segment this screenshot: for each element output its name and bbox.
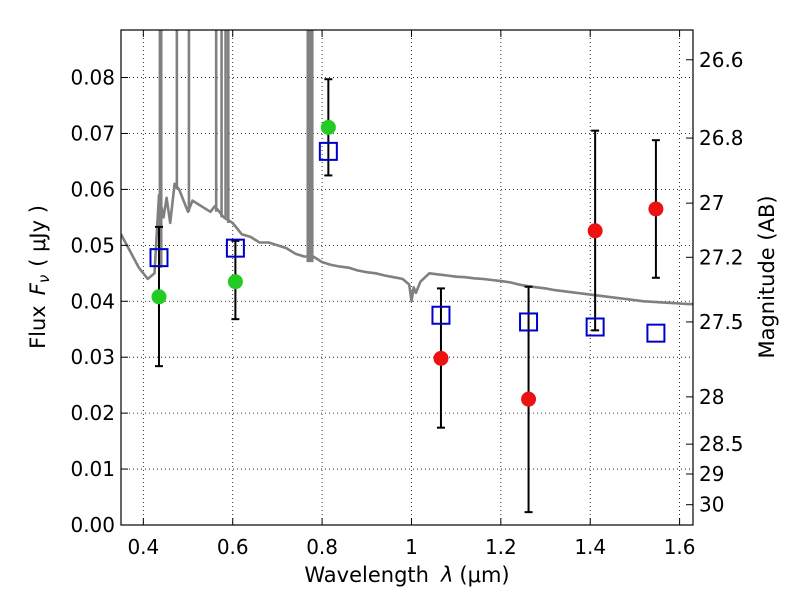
model-point xyxy=(225,238,245,258)
y-tick-label: 0.04 xyxy=(70,289,115,313)
y-tick-label: 0.07 xyxy=(70,121,115,145)
x-tick-label: 1.2 xyxy=(485,535,517,559)
y2-axis-ticks: 26.6 26.8 27 27.2 27.5 28 28.5 29 30 xyxy=(686,48,744,517)
x-tick-label: 1.4 xyxy=(574,535,606,559)
y-tick-label: 0.03 xyxy=(70,345,115,369)
model-point xyxy=(585,317,605,337)
plot-background xyxy=(121,30,693,525)
y-tick-label: 0.05 xyxy=(70,233,115,257)
y-axis-title-subscript: ν xyxy=(35,275,53,283)
observed-point xyxy=(648,201,664,217)
model-point xyxy=(646,323,666,343)
model-point xyxy=(519,312,539,332)
y-axis-title-symbol: F xyxy=(26,282,50,295)
observed-point xyxy=(227,274,243,290)
y-tick-label: 0.02 xyxy=(70,401,115,425)
y2-tick-label: 26.6 xyxy=(699,48,744,72)
x-tick-label: 0.8 xyxy=(306,535,338,559)
x-axis-title-symbol: λ xyxy=(440,563,453,587)
y-axis-title-prefix: Flux xyxy=(26,305,50,349)
x-axis-ticks: 0.4 0.6 0.8 1 1.2 1.4 1.6 xyxy=(127,30,696,559)
x-axis-title-units: (μm) xyxy=(459,563,509,587)
y-tick-label: 0.06 xyxy=(70,177,115,201)
observed-point xyxy=(151,289,167,305)
y-axis-ticks: 0.00 0.01 0.02 0.03 0.04 0.05 0.06 0.07 0.08 xyxy=(70,66,128,537)
y-axis-title-units: ( μJy ) xyxy=(26,205,50,267)
model-point xyxy=(318,141,338,161)
y2-tick-label: 30 xyxy=(699,493,724,517)
observed-point xyxy=(521,391,537,407)
y-axis-title: Flux Fν ( μJy ) xyxy=(26,205,53,349)
x-axis-title: Wavelength λ (μm) xyxy=(304,563,509,587)
x-tick-label: 0.4 xyxy=(127,535,159,559)
model-point xyxy=(149,248,169,268)
y2-tick-label: 27.5 xyxy=(699,310,744,334)
y-tick-label: 0.08 xyxy=(70,66,115,90)
y2-tick-label: 29 xyxy=(699,462,724,486)
y2-tick-label: 27.2 xyxy=(699,245,744,269)
y-tick-label: 0.00 xyxy=(70,513,115,537)
model-points xyxy=(149,141,666,343)
y-tick-label: 0.01 xyxy=(70,457,115,481)
x-tick-label: 0.6 xyxy=(217,535,249,559)
y2-tick-label: 28.5 xyxy=(699,432,744,456)
observed-point xyxy=(320,119,336,135)
y2-tick-label: 26.8 xyxy=(699,126,744,150)
y2-tick-label: 27 xyxy=(699,191,724,215)
sed-model-curve xyxy=(121,182,693,306)
observed-point xyxy=(587,223,603,239)
x-axis-title-prefix: Wavelength xyxy=(304,563,429,587)
model-point xyxy=(431,305,451,325)
plot-frame xyxy=(120,29,694,526)
y2-tick-label: 28 xyxy=(699,385,724,409)
y2-axis-title: Magnitude (AB) xyxy=(755,195,779,358)
observed-point xyxy=(433,350,449,366)
x-tick-label: 1.6 xyxy=(664,535,696,559)
x-tick-label: 1 xyxy=(405,535,418,559)
observed-points xyxy=(151,119,664,407)
